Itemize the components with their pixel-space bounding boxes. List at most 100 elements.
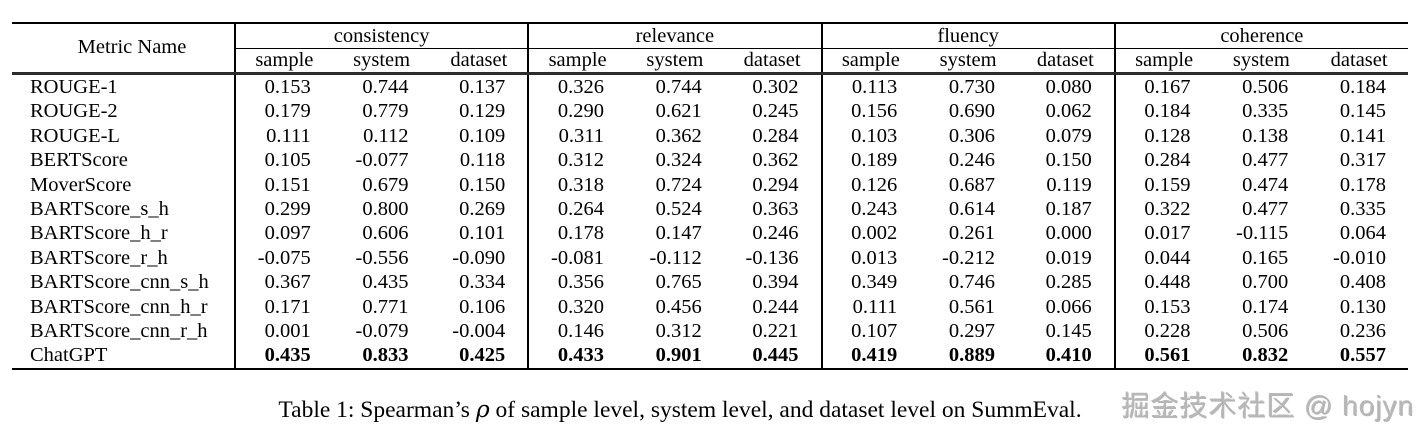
value-cell: 0.138	[1242, 124, 1289, 147]
table-row: BARTScore_cnn_r_h 0.001 -0.079 -0.004 0.146 0…	[12, 319, 1408, 344]
table-row: MoverScore 0.151 0.679 0.150 0.318 0.724 0.294…	[12, 172, 1408, 198]
value-cell: 0.410	[1045, 344, 1092, 367]
caption-text-after: of sample level, system level, and datas…	[489, 397, 1082, 423]
value-cell: 0.524	[655, 198, 702, 221]
value-cell: 0.062	[1045, 100, 1092, 123]
metric-name-header: Metric Name	[12, 23, 235, 75]
value-cell: 0.113	[820, 73, 920, 100]
value-cell: 0.335	[1242, 100, 1289, 123]
value-cell: 0.002	[820, 221, 920, 246]
value-cell: 0.153	[1113, 294, 1213, 320]
metric-name-cell: BARTScore_r_h	[30, 246, 168, 269]
value-cell: 0.236	[1339, 320, 1386, 343]
value-cell: 0.103	[820, 123, 920, 149]
value-cell: 0.284	[1113, 148, 1213, 173]
value-cell: 0.317	[1339, 149, 1386, 172]
value-cell: 0.000	[1045, 222, 1092, 245]
value-cell: 0.700	[1242, 271, 1289, 294]
value-cell: 0.561	[948, 295, 995, 318]
metric-name-cell: ChatGPT	[30, 344, 108, 367]
value-cell: 0.126	[820, 172, 920, 198]
value-cell: 0.285	[1045, 271, 1092, 294]
value-cell: 0.445	[752, 344, 799, 367]
value-cell: 0.690	[948, 100, 995, 123]
value-cell: 0.111	[234, 123, 333, 149]
value-cell: -0.010	[1333, 246, 1386, 269]
table-row: BARTScore_s_h 0.299 0.800 0.269 0.264 0.524 0.…	[12, 197, 1408, 222]
table-header: Metric Name consistency relevance fluency co…	[12, 23, 1408, 75]
group-header-coherence: coherence	[1113, 23, 1408, 49]
value-cell: 0.013	[820, 245, 920, 271]
value-cell: 0.107	[820, 319, 920, 344]
column-header-fluency-system: system	[919, 48, 1017, 75]
value-cell: 0.221	[752, 320, 799, 343]
table-row: ROUGE-L 0.111 0.112 0.109 0.311 0.362 0.284 0.1…	[12, 123, 1408, 149]
column-header-relevance-system: system	[626, 48, 724, 75]
value-cell: 0.621	[655, 100, 702, 123]
rho-symbol: ρ	[475, 395, 490, 423]
value-cell: 0.044	[1113, 245, 1213, 271]
value-cell: 0.322	[1113, 197, 1213, 222]
group-header-consistency: consistency	[233, 23, 529, 49]
value-cell: 0.187	[1045, 198, 1092, 221]
value-cell: -0.556	[355, 246, 409, 269]
column-header-coherence-sample: sample	[1113, 48, 1213, 75]
caption-text-before: Table 1: Spearman’s	[278, 397, 476, 423]
value-cell: 0.167	[1113, 73, 1213, 100]
value-cell: 0.765	[655, 271, 702, 294]
value-cell: 0.261	[948, 222, 995, 245]
value-cell: 0.302	[752, 76, 799, 98]
group-header-row: Metric Name consistency relevance fluency co…	[12, 23, 1408, 75]
column-header-consistency-dataset: dataset	[430, 48, 529, 75]
column-header-consistency-system: system	[332, 48, 431, 75]
value-cell: 0.744	[655, 76, 702, 98]
value-cell: 0.312	[655, 320, 702, 343]
value-cell: 0.184	[1113, 99, 1213, 124]
metric-name-cell: BARTScore_cnn_r_h	[30, 320, 208, 343]
metric-name-cell: ROUGE-L	[30, 124, 120, 147]
table-row: BARTScore_r_h -0.075 -0.556 -0.090 -0.081 -0.…	[12, 245, 1408, 271]
value-cell: 0.297	[948, 320, 995, 343]
value-cell: 0.433	[527, 343, 626, 369]
value-cell: 0.435	[234, 343, 333, 369]
value-cell: 0.901	[655, 344, 702, 367]
value-cell: 0.165	[1242, 246, 1289, 269]
value-cell: 0.506	[1242, 320, 1289, 343]
value-cell: 0.474	[1242, 173, 1289, 196]
value-cell: 0.506	[1242, 76, 1289, 98]
value-cell: 0.326	[527, 73, 626, 100]
table-body: ROUGE-1 0.153 0.744 0.137 0.326 0.744 0.302 0.1…	[12, 73, 1408, 369]
value-cell: 0.724	[655, 173, 702, 196]
value-cell: 0.246	[752, 222, 799, 245]
table-row: ROUGE-1 0.153 0.744 0.137 0.326 0.744 0.302 0.1…	[12, 73, 1408, 100]
results-table-container: Metric Name consistency relevance fluency co…	[12, 22, 1408, 370]
value-cell: 0.179	[234, 99, 333, 124]
column-header-relevance-dataset: dataset	[723, 48, 822, 75]
value-cell: -0.212	[942, 246, 995, 269]
value-cell: 0.311	[527, 123, 626, 149]
value-cell: 0.246	[948, 149, 995, 172]
value-cell: 0.394	[752, 271, 799, 294]
value-cell: -0.079	[355, 320, 409, 343]
value-cell: 0.245	[752, 100, 799, 123]
value-cell: 0.312	[527, 148, 626, 173]
metric-name-cell: BARTScore_cnn_h_r	[30, 295, 208, 318]
value-cell: 0.290	[527, 99, 626, 124]
value-cell: 0.419	[820, 343, 920, 369]
value-cell: 0.771	[362, 295, 409, 318]
column-header-fluency-dataset: dataset	[1017, 48, 1115, 75]
value-cell: 0.435	[362, 271, 409, 294]
value-cell: 0.118	[459, 149, 506, 172]
value-cell: 0.362	[752, 149, 799, 172]
value-cell: -0.077	[355, 149, 409, 172]
value-cell: 0.730	[948, 76, 995, 98]
value-cell: -0.004	[452, 320, 506, 343]
value-cell: 0.456	[655, 295, 702, 318]
value-cell: 0.269	[459, 198, 506, 221]
value-cell: 0.334	[459, 271, 506, 294]
metric-name-cell: BARTScore_h_r	[30, 222, 168, 245]
metric-name-cell: BARTScore_cnn_s_h	[30, 271, 209, 294]
value-cell: -0.090	[452, 246, 506, 269]
value-cell: 0.141	[1339, 124, 1386, 147]
value-cell: 0.299	[234, 197, 333, 222]
